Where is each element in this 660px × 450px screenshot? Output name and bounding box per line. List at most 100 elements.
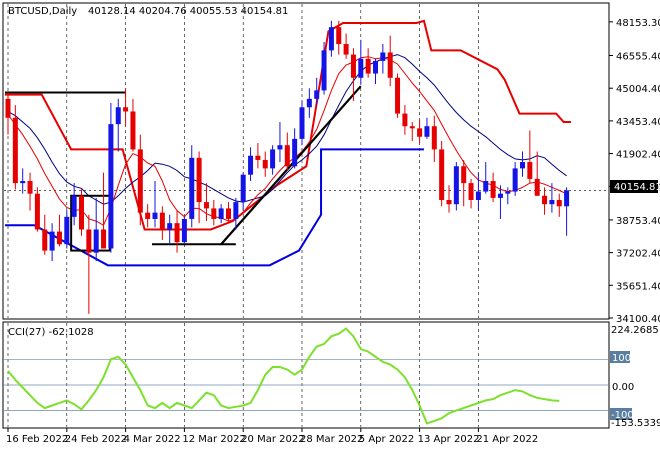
cci-bottom-label: -153.5339 xyxy=(611,418,660,429)
candle-body xyxy=(108,124,114,249)
cci-level-minus100-badge xyxy=(610,408,632,420)
candle-body xyxy=(174,223,180,243)
candle-body xyxy=(101,229,107,249)
candle-body xyxy=(167,223,173,230)
candle-body xyxy=(520,162,525,169)
candle-body xyxy=(49,231,55,251)
candle-body xyxy=(270,149,276,169)
candle-body xyxy=(189,157,195,219)
date-tick-label: 16 Feb 2022 xyxy=(6,434,68,445)
candle-body xyxy=(137,149,143,213)
candle-body xyxy=(439,149,445,200)
price-tick-label: 43453.40 xyxy=(616,117,660,128)
candle-body xyxy=(42,229,48,251)
price-tick-label: 45004.40 xyxy=(616,84,660,95)
candle-body xyxy=(226,208,231,219)
candle-body xyxy=(475,191,481,200)
candle-body xyxy=(64,216,70,245)
date-tick-label: 12 Mar 2022 xyxy=(182,434,245,445)
candle-body xyxy=(497,193,503,198)
cci-series xyxy=(4,327,608,425)
candle-body xyxy=(277,145,283,150)
date-tick-label: 20 Mar 2022 xyxy=(241,434,304,445)
candle-body xyxy=(299,107,305,139)
date-tick-label: 21 Apr 2022 xyxy=(476,434,538,445)
candle-body xyxy=(145,212,151,219)
candle-body xyxy=(123,107,129,112)
candle-body xyxy=(262,159,268,169)
candle-body xyxy=(446,199,452,205)
candle-body xyxy=(505,191,511,194)
slow-ma-line xyxy=(7,54,567,205)
candle-body xyxy=(417,128,423,137)
candle-body xyxy=(292,138,298,167)
candle-body xyxy=(350,54,356,78)
candle-body xyxy=(556,199,562,207)
candle-body xyxy=(461,166,467,184)
candle-body xyxy=(336,27,342,45)
candle-body xyxy=(12,117,18,184)
candle-body xyxy=(387,52,393,78)
candle-body xyxy=(5,98,11,118)
cci-line xyxy=(7,327,560,425)
cci-panel-frame xyxy=(2,321,610,429)
candle-body xyxy=(373,60,378,74)
cci-level-minus100: -100 xyxy=(611,410,634,421)
price-tick-label: 38753.40 xyxy=(616,216,660,227)
candle-body xyxy=(431,126,437,150)
price-tick-label: 46555.40 xyxy=(616,52,660,63)
candle-body xyxy=(27,181,33,194)
candle-body xyxy=(86,229,92,253)
candle-body xyxy=(211,208,217,219)
candle-body xyxy=(79,195,84,230)
price-tick-label: 35651.40 xyxy=(616,281,660,292)
price-tick-label: 48153.30 xyxy=(616,18,660,29)
cci-top-label: 224.2685 xyxy=(611,325,659,336)
price-tick-label: 37202.40 xyxy=(616,249,660,260)
symbol-title: BTCUSD,Daily xyxy=(8,6,77,17)
price-series xyxy=(5,19,571,314)
date-tick-label: 5 Apr 2022 xyxy=(359,434,414,445)
candle-body xyxy=(402,113,408,127)
candle-body xyxy=(549,199,555,205)
upper-channel-line xyxy=(5,19,571,231)
candle-body xyxy=(527,162,533,179)
candle-body xyxy=(181,218,187,243)
candle-body xyxy=(306,98,312,108)
candle-body xyxy=(564,190,570,207)
candle-body xyxy=(314,90,320,99)
date-tick-label: 24 Feb 2022 xyxy=(65,434,127,445)
candle-body xyxy=(203,202,209,209)
candle-body xyxy=(248,155,254,175)
price-tick-label: 41902.40 xyxy=(616,150,660,161)
price-tick-label: 34100.40 xyxy=(616,314,660,325)
candle-body xyxy=(130,111,136,150)
date-tick-label: 28 Mar 2022 xyxy=(300,434,363,445)
candle-body xyxy=(284,145,290,167)
candle-body xyxy=(233,202,239,219)
date-tick-label: 13 Apr 2022 xyxy=(418,434,480,445)
candle-body xyxy=(56,231,62,245)
candle-body xyxy=(115,107,121,125)
candle-body xyxy=(152,212,158,219)
trendline xyxy=(220,85,362,245)
cci-level-100-badge xyxy=(610,351,630,363)
candle-body xyxy=(468,183,474,200)
candle-body xyxy=(93,229,99,253)
candle-body xyxy=(321,50,327,91)
candle-body xyxy=(365,58,371,74)
price-panel-frame xyxy=(2,2,610,320)
candle-body xyxy=(358,58,364,78)
cci-level-0: 0.00 xyxy=(612,382,634,393)
candle-body xyxy=(542,195,548,205)
candle-body xyxy=(159,212,165,230)
candle-body xyxy=(453,166,459,205)
candle-body xyxy=(490,181,496,198)
candle-body xyxy=(71,195,77,217)
candle-body xyxy=(255,155,261,160)
current-price-label: 40154.81 xyxy=(614,182,660,193)
candle-body xyxy=(196,157,202,203)
